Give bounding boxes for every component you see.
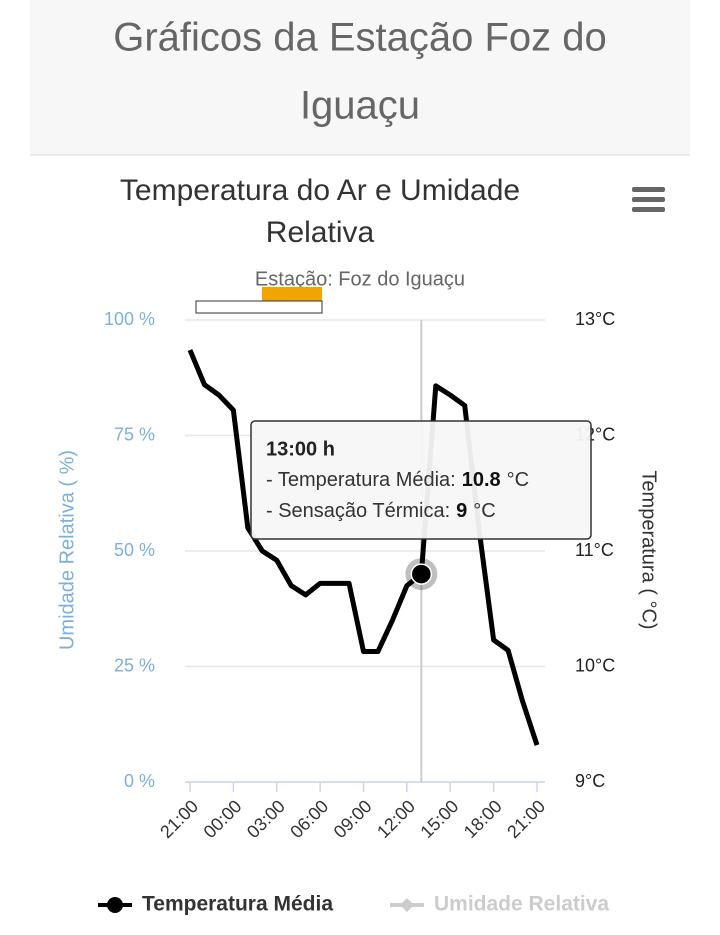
series-line <box>187 349 540 746</box>
x-tick-label: 03:00 <box>243 796 289 842</box>
x-tick-label: 21:00 <box>503 796 549 842</box>
menu-bar[interactable] <box>632 187 665 192</box>
y-tick-label: 75 % <box>114 424 155 444</box>
legend-symbol <box>107 897 123 913</box>
x-tick-label: 06:00 <box>286 796 332 842</box>
legend-item[interactable]: Temperatura Média <box>98 893 333 916</box>
legend-label: Temperatura Média <box>142 893 333 916</box>
y2-tick-label: 9°C <box>575 771 605 791</box>
tooltip-unit: °C <box>507 469 529 491</box>
y-tick-label: 50 % <box>114 540 155 560</box>
page-title: Gráficos da Estação Foz do <box>113 16 607 60</box>
y2-tick-label: 11°C <box>575 540 614 560</box>
legend-item[interactable]: Umidade Relativa <box>390 893 609 916</box>
chart-title: Relativa <box>266 216 375 249</box>
tooltip-label: - Sensação Térmica: <box>266 500 450 522</box>
y-tick-label: 0 % <box>124 771 155 791</box>
y2-axis-title: Temperatura ( °C) <box>638 470 660 629</box>
y2-tick-label: 13°C <box>575 309 615 329</box>
x-tick-label: 00:00 <box>200 796 246 842</box>
tooltip-label: - Temperatura Média: <box>266 469 456 491</box>
menu-bar[interactable] <box>632 197 665 202</box>
x-tick-label: 21:00 <box>156 796 202 842</box>
y-tick-label: 25 % <box>114 655 155 675</box>
x-tick-label: 15:00 <box>416 796 462 842</box>
tooltip-title: 13:00 h <box>266 438 335 460</box>
tooltip-box <box>250 420 592 540</box>
legend-symbol <box>400 898 414 912</box>
y2-tick-label: 10°C <box>575 655 615 675</box>
logo <box>262 287 322 301</box>
y-axis-title: Umidade Relativa ( %) <box>56 450 78 650</box>
menu-bar[interactable] <box>632 207 665 212</box>
chart-title: Temperatura do Ar e Umidade <box>120 174 520 207</box>
legend-label: Umidade Relativa <box>434 893 609 916</box>
tooltip-value: 9 <box>456 500 467 522</box>
tooltip-value: 10.8 <box>462 469 501 491</box>
tooltip-unit: °C <box>473 500 495 522</box>
page-title: Iguaçu <box>300 84 420 128</box>
hover-point <box>410 563 433 585</box>
x-tick-label: 18:00 <box>460 796 506 842</box>
chart-subtitle: Estação: Foz do Iguaçu <box>255 268 465 290</box>
x-tick-label: 09:00 <box>330 796 376 842</box>
tooltip-line: - Temperatura Média: 10.8 °C <box>266 469 529 491</box>
menu-button[interactable] <box>632 187 665 212</box>
logo <box>195 300 323 314</box>
header-bg <box>30 0 690 155</box>
tooltip-line: - Sensação Térmica: 9 °C <box>266 500 496 522</box>
x-tick-label: 12:00 <box>373 796 419 842</box>
y-tick-label: 100 % <box>104 309 155 329</box>
